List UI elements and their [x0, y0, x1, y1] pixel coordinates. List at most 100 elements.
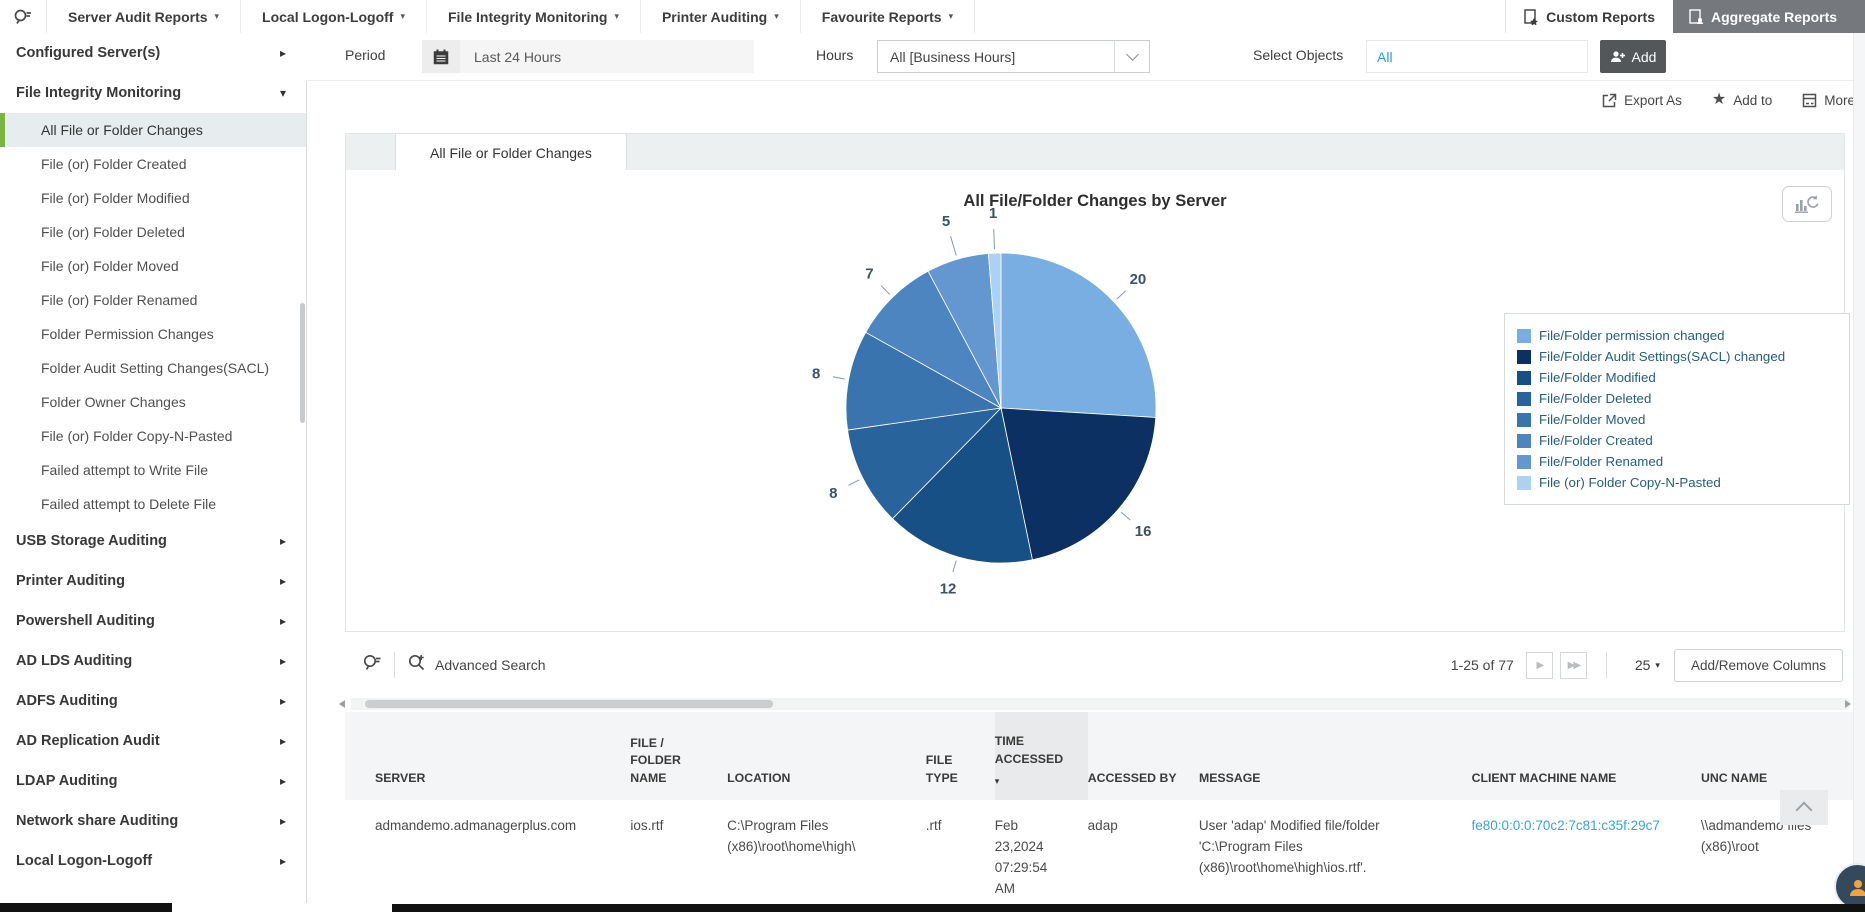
column-header-client-machine-name[interactable]: CLIENT MACHINE NAME [1471, 771, 1617, 786]
legend-item-file-folder-deleted[interactable]: File/Folder Deleted [1517, 388, 1841, 409]
sidebar-item-network-share-auditing[interactable]: Network share Auditing ▸ [16, 813, 286, 829]
aggregate-reports-button[interactable]: Aggregate Reports [1673, 0, 1865, 33]
chevron-right-icon: ▸ [279, 814, 286, 828]
legend-item-file-folder-renamed[interactable]: File/Folder Renamed [1517, 451, 1841, 472]
sidebar-item-file-or-folder-renamed[interactable]: File (or) Folder Renamed [41, 292, 198, 308]
sidebar-item-powershell-auditing[interactable]: Powershell Auditing ▸ [16, 613, 286, 629]
legend-item-file-or-folder-copy-n-pasted[interactable]: File (or) Folder Copy-N-Pasted [1517, 472, 1841, 493]
advanced-search-icon[interactable] [407, 653, 426, 677]
legend-label: File/Folder Created [1539, 433, 1653, 448]
next-page-button[interactable]: ▶ [1525, 651, 1553, 679]
column-header-location[interactable]: LOCATION [727, 771, 791, 786]
last-page-button[interactable]: ▶▶ [1559, 651, 1587, 679]
period-field[interactable]: Last 24 Hours [422, 40, 754, 73]
custom-reports-label: Custom Reports [1546, 8, 1655, 25]
scroll-left-arrow-icon[interactable] [339, 700, 345, 708]
column-header-unc-name[interactable]: UNC NAME [1700, 771, 1768, 786]
sidebar-item-all-file-or-folder-changes[interactable]: All File or Folder Changes [0, 113, 306, 147]
chevron-right-icon: ▸ [279, 854, 286, 868]
sidebar-item-printer-auditing[interactable]: Printer Auditing ▸ [16, 573, 286, 589]
pie-slice-file-folder-audit-settings-sacl-changed[interactable] [1000, 407, 1157, 561]
caret-down-icon: ▾ [1655, 659, 1660, 670]
page-size-dropdown[interactable]: 25 ▾ [1635, 657, 1660, 673]
legend-item-file-folder-permission-changed[interactable]: File/Folder permission changed [1517, 325, 1841, 346]
add-to-button[interactable]: ★ Add to [1712, 92, 1772, 108]
sidebar-item-folder-owner-changes[interactable]: Folder Owner Changes [41, 394, 186, 410]
column-header-file-folder-name[interactable]: FILE / FOLDER NAME [630, 735, 681, 786]
legend-item-file-folder-modified[interactable]: File/Folder Modified [1517, 367, 1841, 388]
tab-strip: All File or Folder Changes [345, 133, 1845, 171]
sidebar-scrollbar[interactable] [300, 303, 305, 423]
column-header-server[interactable]: SERVER [375, 771, 426, 786]
legend-swatch [1517, 454, 1531, 469]
nav-item-local-logon-logoff[interactable]: Local Logon-Logoff ▾ [241, 0, 427, 33]
sidebar-item-file-or-folder-modified[interactable]: File (or) Folder Modified [41, 190, 190, 206]
custom-reports-button[interactable]: Custom Reports [1505, 0, 1673, 33]
nav-item-favourite-reports[interactable]: Favourite Reports ▾ [801, 0, 976, 33]
nav-item-server-audit-reports[interactable]: Server Audit Reports ▾ [47, 0, 242, 33]
calendar-icon[interactable] [422, 40, 460, 73]
period-value: Last 24 Hours [474, 48, 562, 65]
chevron-right-icon: ▸ [279, 774, 286, 788]
column-header-message[interactable]: MESSAGE [1198, 771, 1261, 786]
sidebar-item-folder-permission-changes[interactable]: Folder Permission Changes [41, 326, 214, 342]
column-header-accessed-by[interactable]: ACCESSED BY [1087, 771, 1177, 786]
legend-item-file-folder-created[interactable]: File/Folder Created [1517, 430, 1841, 451]
sidebar-item-failed-attempt-to-write-file[interactable]: Failed attempt to Write File [41, 462, 209, 478]
page-vertical-scrollbar[interactable] [1853, 33, 1865, 903]
sidebar-item-ldap-auditing[interactable]: LDAP Auditing ▸ [16, 773, 286, 789]
sidebar-item-local-logon-logoff[interactable]: Local Logon-Logoff ▸ [16, 853, 286, 869]
legend-item-file-folder-moved[interactable]: File/Folder Moved [1517, 409, 1841, 430]
scroll-to-top-button[interactable] [1780, 790, 1828, 825]
select-objects-input[interactable]: All [1366, 40, 1588, 73]
column-header-file-type[interactable]: FILE TYPE [925, 753, 958, 786]
export-as-label: Export As [1624, 92, 1682, 108]
sidebar-item-file-integrity-monitoring[interactable]: File Integrity Monitoring ▾ [16, 85, 286, 101]
pie-label-line [848, 479, 860, 486]
sidebar-item-usb-storage-auditing[interactable]: USB Storage Auditing ▸ [16, 533, 286, 549]
export-icon [1602, 93, 1617, 107]
advanced-search-label[interactable]: Advanced Search [435, 657, 546, 673]
report-search-icon[interactable] [0, 0, 47, 33]
sidebar-item-ad-replication-audit[interactable]: AD Replication Audit ▸ [16, 733, 286, 749]
sidebar-item-file-or-folder-copy-n-pasted[interactable]: File (or) Folder Copy-N-Pasted [41, 428, 233, 444]
sidebar-item-ad-lds-auditing[interactable]: AD LDS Auditing ▸ [16, 653, 286, 669]
pie-label-line [993, 229, 996, 250]
add-button[interactable]: Add [1600, 40, 1666, 73]
pie-value-label: 20 [1130, 271, 1147, 288]
scrollbar-thumb[interactable] [365, 700, 773, 708]
add-remove-columns-label: Add/Remove Columns [1690, 657, 1826, 673]
scroll-right-arrow-icon[interactable] [1845, 700, 1851, 708]
pie-slice-file-folder-permission-changed[interactable] [1000, 252, 1157, 418]
sidebar-item-folder-audit-setting-changes-sacl[interactable]: Folder Audit Setting Changes(SACL) [41, 360, 270, 376]
column-header-time-accessed[interactable]: TIME ACCESSED ▾ [994, 712, 1088, 800]
chevron-right-icon: ▸ [279, 574, 286, 588]
tab-all-file-or-folder-changes[interactable]: All File or Folder Changes [395, 133, 627, 171]
nav-item-printer-auditing[interactable]: Printer Auditing ▾ [641, 0, 801, 33]
table-horizontal-scrollbar[interactable] [339, 698, 1851, 710]
column-search-icon[interactable] [362, 653, 382, 677]
select-objects-label: Select Objects [1253, 47, 1344, 63]
pie-slice-file-folder-deleted[interactable] [847, 407, 1003, 520]
pie-slice-file-folder-modified[interactable] [891, 407, 1033, 564]
nav-item-file-integrity-monitoring[interactable]: File Integrity Monitoring ▾ [427, 0, 641, 33]
chart-type-button[interactable] [1782, 186, 1832, 222]
sidebar-item-file-or-folder-moved[interactable]: File (or) Folder Moved [41, 258, 179, 274]
pie-slice-file-folder-moved[interactable] [845, 331, 1003, 431]
pie-chart: 20 16 12 8 8 7 5 1 [812, 205, 1157, 597]
sidebar-item-adfs-auditing[interactable]: ADFS Auditing ▸ [16, 693, 286, 709]
sidebar-list: Configured Server(s) ▸ File Integrity Moni… [0, 33, 306, 881]
pie-slice-file-folder-created[interactable] [865, 270, 1002, 410]
sidebar-item-failed-attempt-to-delete-file[interactable]: Failed attempt to Delete File [41, 496, 217, 512]
sidebar-item-configured-server-s[interactable]: Configured Server(s) ▸ [16, 45, 286, 61]
pie-slice-file-or-folder-copy-n-pasted[interactable] [987, 252, 1002, 409]
more-button[interactable]: More [1802, 93, 1855, 108]
add-remove-columns-button[interactable]: Add/Remove Columns [1673, 648, 1843, 682]
cell-client-machine-name[interactable]: fe80:0:0:0:70c2:7c81:c35f:29c7 [1471, 818, 1660, 833]
export-as-button[interactable]: Export As [1602, 93, 1682, 108]
sidebar-item-file-or-folder-created[interactable]: File (or) Folder Created [41, 156, 187, 172]
hours-select[interactable]: All [Business Hours] [877, 40, 1150, 73]
sidebar-item-file-or-folder-deleted[interactable]: File (or) Folder Deleted [41, 224, 185, 240]
legend-item-file-folder-audit-settings-sacl-changed[interactable]: File/Folder Audit Settings(SACL) changed [1517, 346, 1841, 367]
